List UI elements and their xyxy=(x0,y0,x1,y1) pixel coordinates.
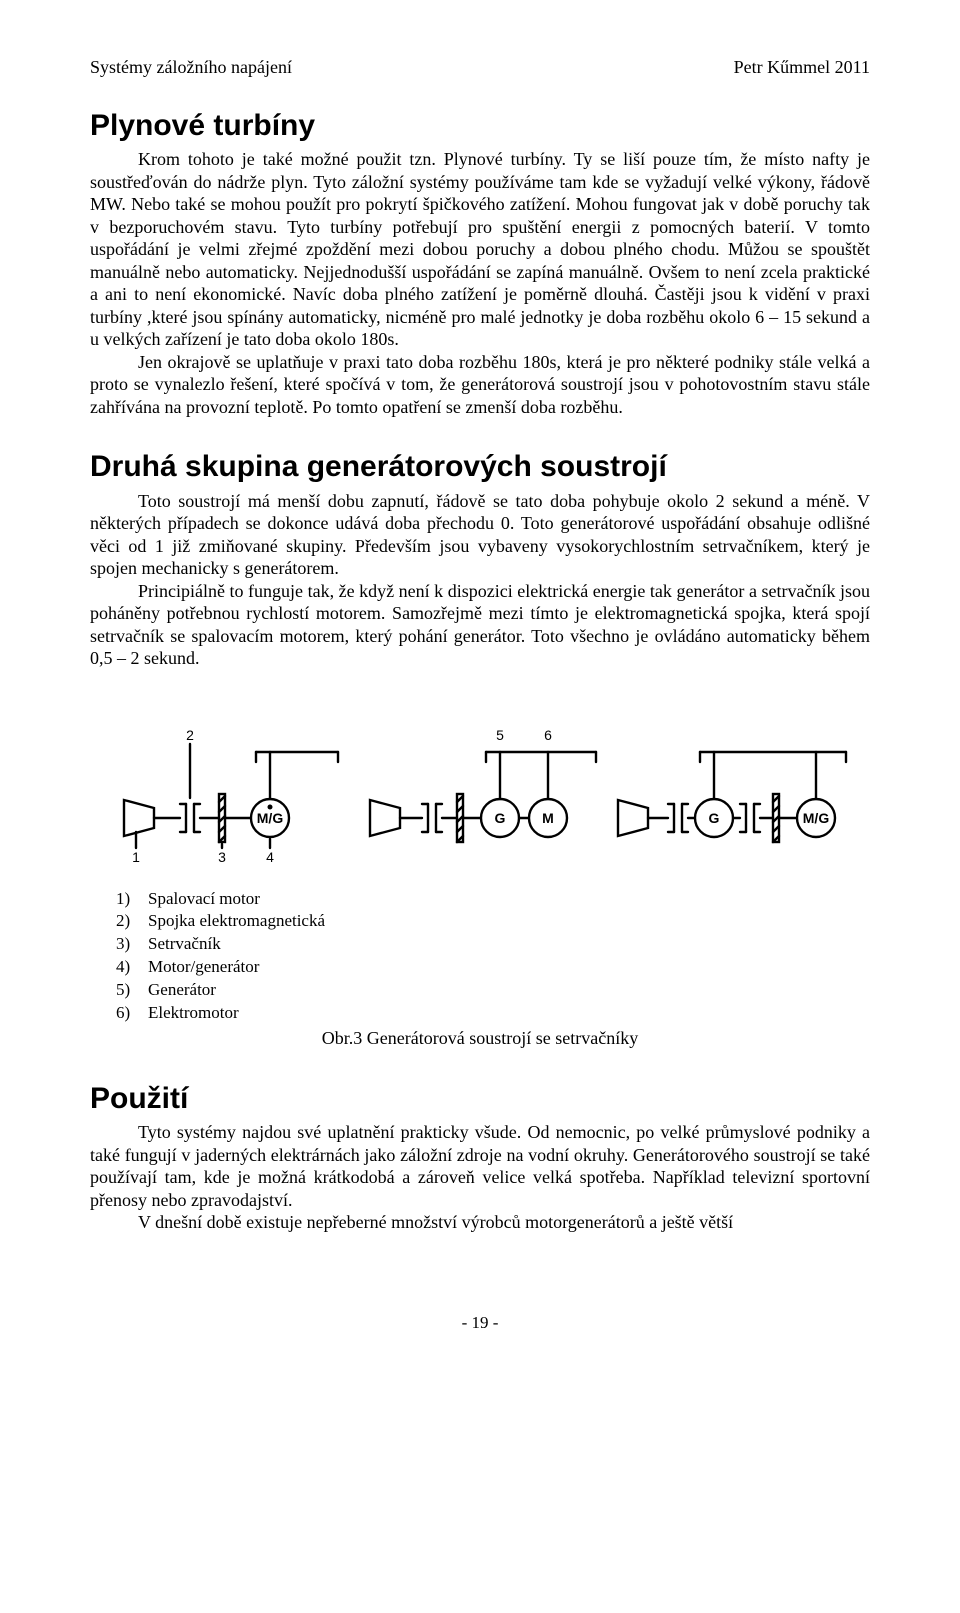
legend-item: 5) Generátor xyxy=(116,979,870,1002)
paragraph: Principiálně to funguje tak, že když nen… xyxy=(90,580,870,670)
svg-text:6: 6 xyxy=(544,727,552,743)
svg-text:5: 5 xyxy=(496,727,504,743)
legend-item-number: 1) xyxy=(116,888,136,911)
legend-item-label: Spojka elektromagnetická xyxy=(148,910,325,933)
legend-item-label: Generátor xyxy=(148,979,216,1002)
paragraph: Toto soustrojí má menší dobu zapnutí, řá… xyxy=(90,490,870,580)
legend-item-number: 2) xyxy=(116,910,136,933)
svg-text:2: 2 xyxy=(186,727,194,743)
header-right: Petr Kűmmel 2011 xyxy=(734,56,870,79)
paragraph: Tyto systémy najdou své uplatnění prakti… xyxy=(90,1121,870,1211)
legend-item: 4) Motor/generátor xyxy=(116,956,870,979)
figure-generator-sets: M/G 2 1 3 4 G M 5 6 G M/G xyxy=(110,700,850,870)
svg-text:M/G: M/G xyxy=(257,810,284,826)
header-left: Systémy záložního napájení xyxy=(90,56,292,79)
legend-item-label: Spalovací motor xyxy=(148,888,260,911)
legend-item-number: 6) xyxy=(116,1002,136,1025)
legend-item: 1) Spalovací motor xyxy=(116,888,870,911)
svg-text:1: 1 xyxy=(132,849,140,865)
figure-legend: 1) Spalovací motor 2) Spojka elektromagneti… xyxy=(116,888,870,1026)
legend-item-label: Motor/generátor xyxy=(148,956,259,979)
legend-item: 6) Elektromotor xyxy=(116,1002,870,1025)
svg-text:M: M xyxy=(542,810,554,826)
paragraph: Jen okrajově se uplatňuje v praxi tato d… xyxy=(90,351,870,419)
section-heading-plynove-turbiny: Plynové turbíny xyxy=(90,107,870,145)
svg-text:G: G xyxy=(709,810,720,826)
svg-text:G: G xyxy=(495,810,506,826)
legend-item: 3) Setrvačník xyxy=(116,933,870,956)
paragraph: V dnešní době existuje nepřeberné množst… xyxy=(90,1211,870,1234)
figure-caption: Obr.3 Generátorová soustrojí se setrvačn… xyxy=(90,1027,870,1050)
section-heading-druha-skupina: Druhá skupina generátorových soustrojí xyxy=(90,448,870,486)
section-heading-pouziti: Použití xyxy=(90,1080,870,1118)
svg-text:M/G: M/G xyxy=(803,810,830,826)
page-header: Systémy záložního napájení Petr Kűmmel 2… xyxy=(90,56,870,79)
legend-item-label: Elektromotor xyxy=(148,1002,239,1025)
page-number: - 19 - xyxy=(90,1312,870,1333)
legend-item: 2) Spojka elektromagnetická xyxy=(116,910,870,933)
legend-item-number: 3) xyxy=(116,933,136,956)
legend-item-label: Setrvačník xyxy=(148,933,221,956)
diagram-svg: M/G 2 1 3 4 G M 5 6 G M/G xyxy=(110,700,850,870)
svg-text:4: 4 xyxy=(266,849,274,865)
svg-text:3: 3 xyxy=(218,849,226,865)
paragraph: Krom tohoto je také možné použit tzn. Pl… xyxy=(90,148,870,351)
legend-item-number: 4) xyxy=(116,956,136,979)
legend-item-number: 5) xyxy=(116,979,136,1002)
